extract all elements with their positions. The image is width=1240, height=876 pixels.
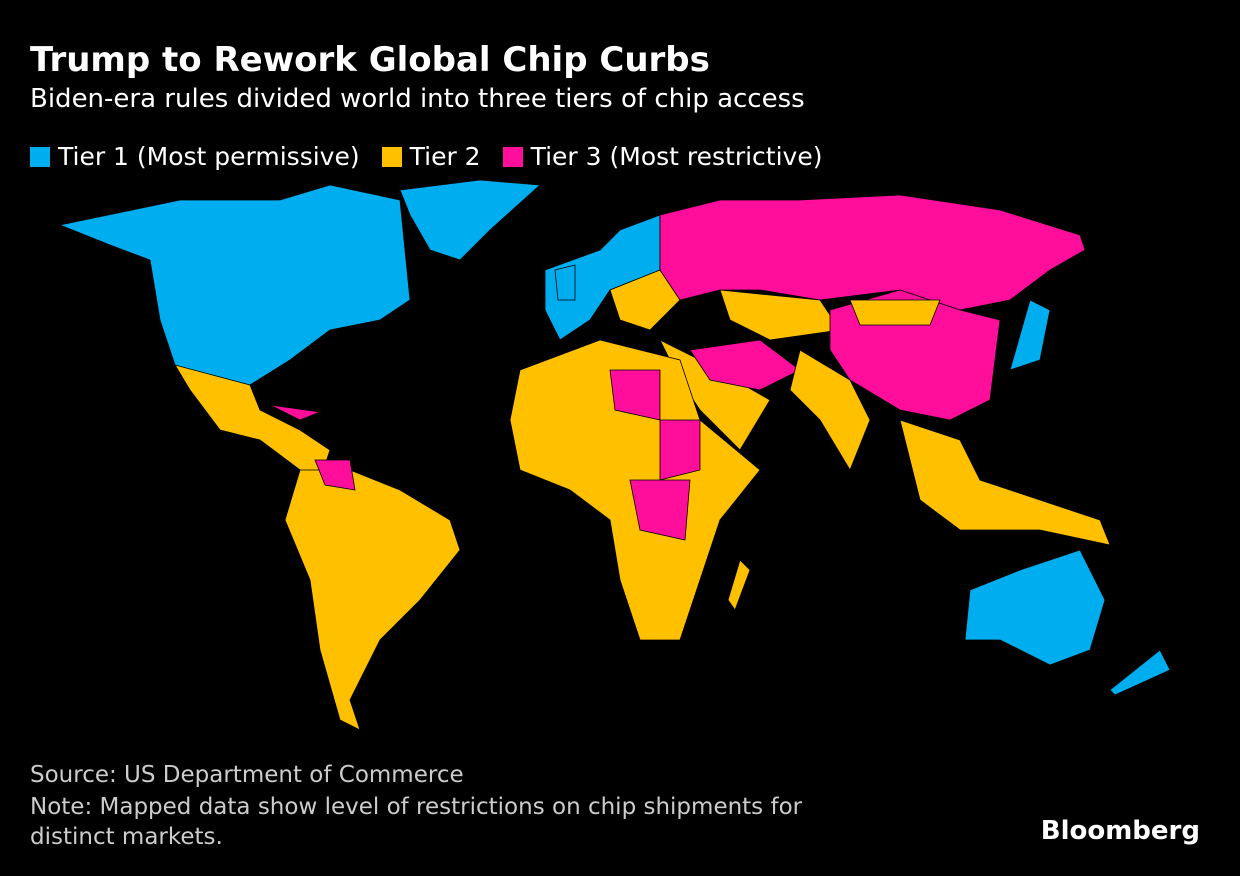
southeast-asia [899,419,1111,546]
australia [964,549,1106,666]
india [789,349,871,471]
subtitle: Biden-era rules divided world into three… [30,84,805,114]
japan [1009,299,1051,371]
legend-swatch [381,146,402,167]
title: Trump to Rework Global Chip Curbs [30,40,710,80]
brand: Bloomberg [1040,816,1200,846]
uk [554,264,576,301]
dr-congo [629,479,691,541]
cuba [269,404,322,421]
mongolia [849,299,941,326]
south-america [284,469,461,731]
greenland [399,179,541,261]
central-asia [719,289,841,341]
legend-item: Tier 1 (Most permissive) [30,142,360,171]
sudan [659,419,701,481]
venezuela [314,459,356,491]
madagascar [727,559,751,611]
legend-label: Tier 3 (Most restrictive) [530,142,823,171]
source: Source: US Department of Commerce [30,762,464,788]
note: Note: Mapped data show level of restrict… [30,794,803,850]
legend-label: Tier 2 [409,142,481,171]
russia [659,194,1086,311]
north-america [58,184,411,386]
iran [689,339,801,391]
eastern-europe [609,269,681,331]
legend-label: Tier 1 (Most permissive) [58,142,360,171]
legend: Tier 1 (Most permissive) Tier 2 Tier 3 (Mo… [30,142,822,171]
legend-swatch [502,146,523,167]
legend-item: Tier 3 (Most restrictive) [502,142,823,171]
legend-item: Tier 2 [381,142,481,171]
legend-swatch [30,146,50,167]
new-zealand [1109,649,1171,696]
world-map [58,179,1171,731]
